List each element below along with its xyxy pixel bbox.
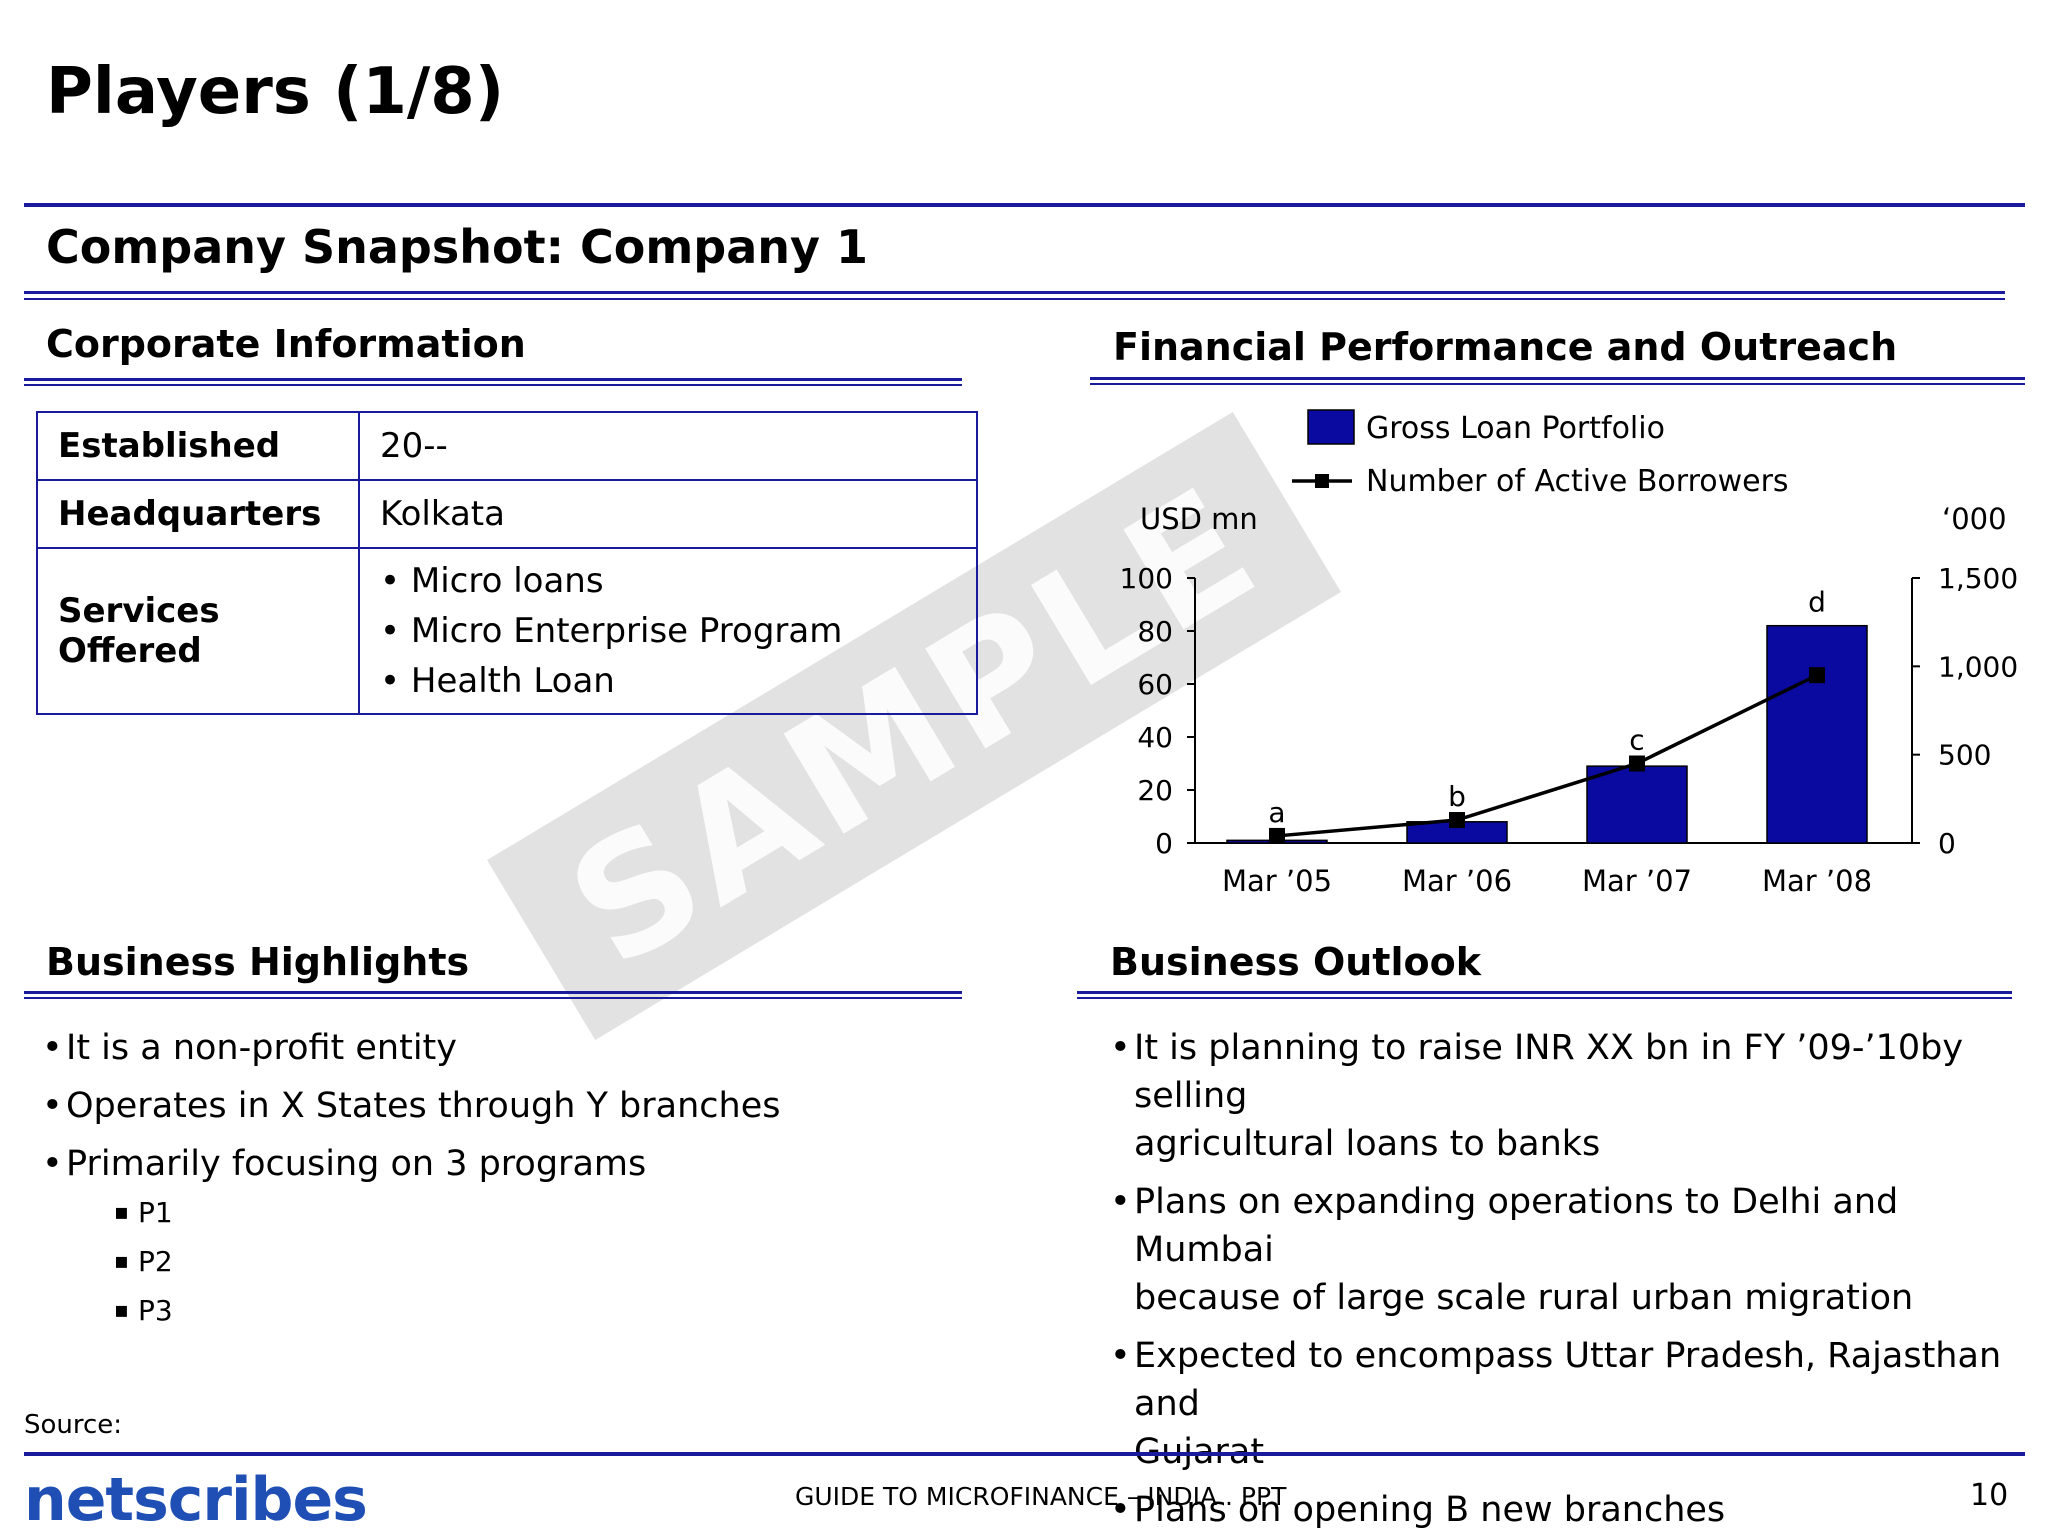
list-item: It is planning to raise INR XX bn in FY … (1110, 1024, 2020, 1168)
borrowers-point (1269, 827, 1285, 844)
page-number: 10 (1970, 1478, 2009, 1513)
services-list: • Micro loans • Micro Enterprise Program… (358, 547, 978, 715)
legend-label-bars: Gross Loan Portfolio (1366, 411, 1665, 446)
borrowers-point (1629, 755, 1645, 772)
snapshot-divider-bottom (24, 298, 2005, 300)
netscribes-logo: netscribes (24, 1465, 368, 1535)
bar (1586, 765, 1688, 844)
borrowers-point (1449, 812, 1465, 829)
list-item: Operates in X States through Y branches (42, 1082, 942, 1130)
footer-divider (24, 1452, 2025, 1456)
financial-divider-top (1090, 377, 2025, 380)
x-tick-label: Mar ’08 (1762, 864, 1872, 898)
list-item: • Micro loans (380, 561, 604, 601)
snapshot-title: Company Snapshot: Company 1 (46, 220, 869, 274)
plot-area: 100 80 60 40 20 0 1,500 1,000 500 0 a Mar ’05 b Mar ’… (1120, 562, 2019, 898)
x-tick-label: Mar ’05 (1222, 864, 1332, 898)
list-item: Plans on expanding operations to Delhi a… (1110, 1178, 2020, 1322)
table-row: Services Offered • Micro loans • Micro E… (36, 547, 978, 715)
financial-heading: Financial Performance and Outreach (1113, 325, 1898, 369)
list-item: Primarily focusing on 3 programs (42, 1140, 942, 1188)
established-value: 20-- (358, 411, 978, 481)
sub-list-item: P3 (114, 1286, 942, 1335)
borrowers-line (1276, 673, 1818, 838)
highlights-divider-top (24, 991, 962, 994)
table-row: Established 20-- (36, 411, 978, 481)
x-tick-label: Mar ’07 (1582, 864, 1692, 898)
list-item: • Micro Enterprise Program (380, 611, 843, 651)
legend-label-line: Number of Active Borrowers (1366, 464, 1789, 499)
bar-data-label: b (1448, 780, 1466, 813)
corporate-heading: Corporate Information (46, 322, 526, 366)
financial-divider-bottom (1090, 383, 2025, 385)
source-note: Source: (24, 1410, 123, 1440)
outlook-divider-top (1077, 991, 2012, 994)
sub-list-item: P2 (114, 1237, 942, 1286)
right-tick-label: 500 (1938, 739, 1991, 772)
bar-data-label: a (1268, 796, 1285, 829)
left-tick-label: 100 (1120, 562, 1173, 595)
slide-title: Players (1/8) (46, 55, 505, 129)
bar-data-label: d (1808, 586, 1826, 619)
borrowers-point (1809, 667, 1825, 684)
left-tick-label: 40 (1137, 721, 1173, 754)
right-tick-label: 1,500 (1938, 562, 2018, 595)
outlook-divider-bottom (1077, 997, 2012, 999)
headquarters-value: Kolkata (358, 479, 978, 549)
left-tick-label: 0 (1155, 827, 1173, 860)
legend-bar-swatch (1307, 409, 1355, 445)
title-divider (24, 203, 2025, 207)
bar (1766, 624, 1868, 844)
established-label: Established (36, 411, 360, 481)
footer-document-title: GUIDE TO MICROFINANCE – INDIA . PPT (795, 1482, 1287, 1511)
chart-legend: Gross Loan Portfolio Number of Active Bo… (1292, 409, 1789, 499)
list-item: It is a non-profit entity (42, 1024, 942, 1072)
outlook-list: It is planning to raise INR XX bn in FY … (1110, 1024, 2020, 1534)
legend-line-marker (1315, 474, 1329, 488)
list-item: Plans on opening B new branches (1110, 1486, 2020, 1534)
right-tick-label: 1,000 (1938, 650, 2018, 683)
left-tick-label: 20 (1137, 774, 1173, 807)
bar-data-label: c (1629, 724, 1644, 757)
list-item: • Health Loan (380, 661, 615, 701)
highlights-divider-bottom (24, 997, 962, 999)
x-tick-label: Mar ’06 (1402, 864, 1512, 898)
highlights-list: It is a non-profit entity Operates in X … (42, 1024, 942, 1335)
left-tick-label: 80 (1137, 615, 1173, 648)
left-tick-label: 60 (1137, 668, 1173, 701)
financial-chart: Gross Loan Portfolio Number of Active Bo… (1120, 409, 2019, 898)
sub-list-item: P1 (114, 1188, 942, 1237)
corporate-info-table: Established 20-- Headquarters Kolkata Se… (36, 411, 978, 715)
services-label: Services Offered (36, 547, 360, 715)
highlights-heading: Business Highlights (46, 940, 470, 984)
left-axis-label: USD mn (1140, 502, 1258, 536)
corporate-divider-top (24, 378, 962, 381)
corporate-divider-bottom (24, 384, 962, 386)
outlook-heading: Business Outlook (1110, 940, 1481, 984)
table-row: Headquarters Kolkata (36, 479, 978, 549)
headquarters-label: Headquarters (36, 479, 360, 549)
right-axis-label: ‘000 (1942, 502, 2007, 536)
right-tick-label: 0 (1938, 827, 1956, 860)
snapshot-divider-top (24, 291, 2005, 294)
